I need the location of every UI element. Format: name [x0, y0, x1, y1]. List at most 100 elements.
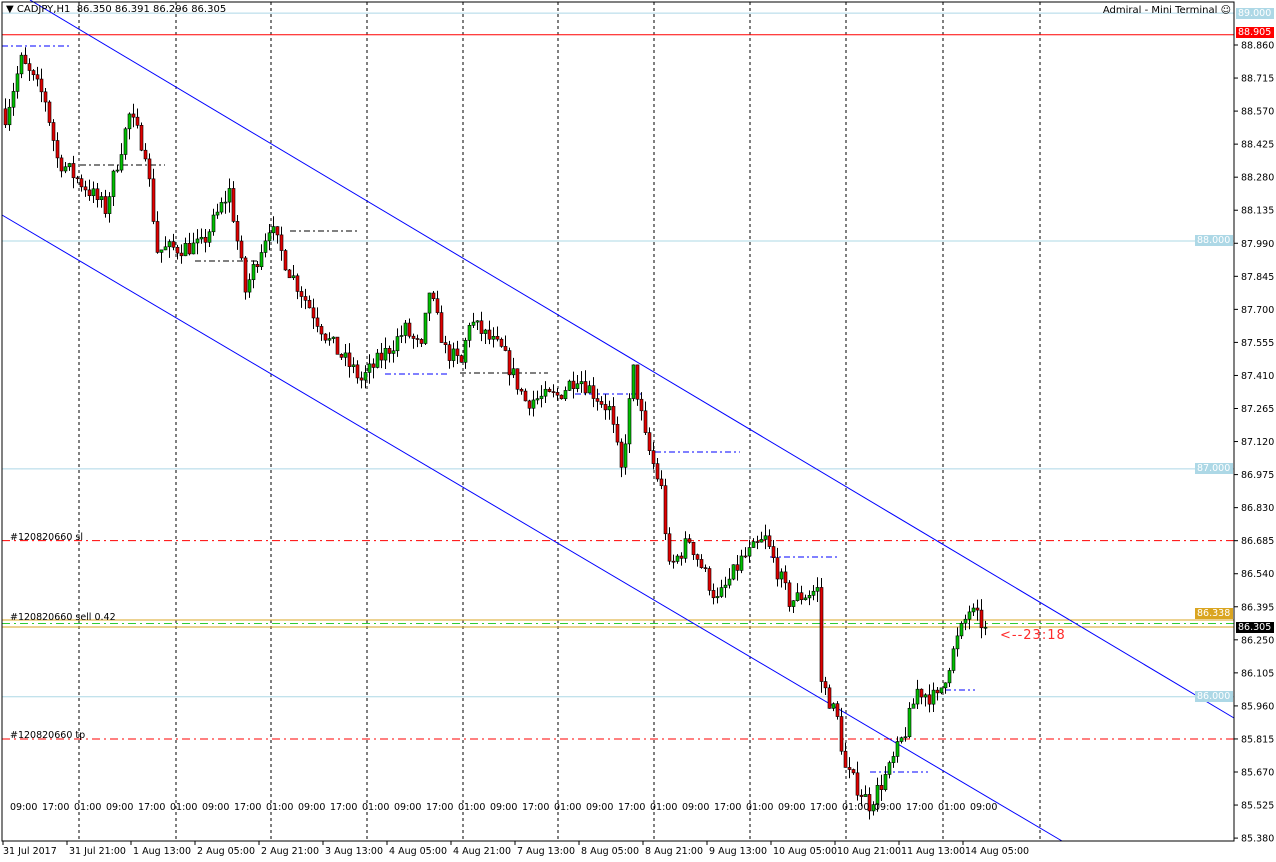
- candle-body: [515, 368, 520, 390]
- candle-body: [479, 320, 484, 334]
- candle-body: [551, 391, 556, 393]
- time-tick-label: 11 Aug 13:00: [901, 846, 965, 857]
- candle-body: [275, 226, 280, 236]
- candle-body: [543, 388, 548, 397]
- candle-body: [439, 312, 444, 343]
- time-tick-label: 2 Aug 05:00: [197, 846, 255, 857]
- candle-body: [687, 538, 692, 543]
- candle-body: [735, 564, 740, 571]
- candle-body: [787, 582, 792, 607]
- candle-body: [123, 128, 128, 155]
- symbol-label: CADJPY,H1: [16, 4, 71, 15]
- candle-body: [851, 769, 856, 774]
- price-tick-label: 87.990: [1241, 239, 1274, 250]
- channel-lower-line[interactable]: [1, 214, 1063, 842]
- candle-body: [211, 214, 216, 233]
- chart-header[interactable]: ▼ CADJPY,H1 86.350 86.391 86.296 86.305: [6, 4, 226, 15]
- candle-body: [51, 122, 56, 141]
- candle-body: [391, 350, 396, 354]
- price-axis[interactable]: 88.860 88.715 88.570 88.425 88.280 88.135 87.9…: [1234, 41, 1274, 845]
- candle-body: [83, 186, 88, 191]
- hour-label: 09:00: [874, 802, 901, 813]
- candle-body: [475, 320, 480, 323]
- candle-body: [643, 410, 648, 433]
- price-label-87000: 87.000: [1195, 463, 1233, 474]
- candle-body: [395, 336, 400, 352]
- candle-body: [99, 196, 104, 200]
- price-tick-label: 88.715: [1241, 74, 1274, 85]
- price-label-86000: 86.000: [1195, 691, 1233, 702]
- candle-body: [839, 716, 844, 752]
- candle-body: [415, 338, 420, 340]
- candle-body: [935, 689, 940, 694]
- candle-body: [751, 541, 756, 548]
- time-tick-label: 4 Aug 21:00: [453, 846, 511, 857]
- bid-price-label: 86.305: [1236, 622, 1274, 633]
- candle-body: [567, 380, 572, 391]
- candle-body: [635, 364, 640, 400]
- time-tick-label: 7 Aug 13:00: [517, 846, 575, 857]
- candle-body: [739, 555, 744, 571]
- candle-body: [571, 380, 576, 389]
- tp-order-label: #120820660 tp: [10, 730, 86, 741]
- candle-body: [507, 350, 512, 376]
- channel-upper-line[interactable]: [29, 0, 1235, 719]
- candle-body: [179, 252, 184, 257]
- candle-body: [279, 234, 284, 251]
- smiley-icon[interactable]: ☺: [1220, 5, 1231, 16]
- candle-body: [523, 390, 528, 402]
- candle-body: [327, 338, 332, 341]
- candle-body: [367, 363, 372, 373]
- ask-price-label: 86.338: [1195, 608, 1233, 619]
- candle-body: [267, 232, 272, 242]
- candle-body: [31, 70, 36, 76]
- candle-body: [363, 372, 368, 381]
- candle-body: [39, 78, 44, 93]
- time-axis[interactable]: 31 Jul 2017 31 Jul 21:00 1 Aug 13:00 2 Aug …: [2, 841, 1029, 857]
- candle-body: [491, 336, 496, 340]
- triangle-down-icon[interactable]: ▼: [6, 4, 17, 15]
- candle-body: [43, 91, 48, 103]
- candle-body: [639, 398, 644, 412]
- price-tick-label: 86.250: [1241, 635, 1274, 646]
- hour-label: 09:00: [970, 802, 997, 813]
- candle-body: [47, 101, 52, 123]
- candle-body: [291, 275, 296, 279]
- candle-body: [695, 554, 700, 560]
- price-levels: [2, 12, 1234, 740]
- price-tick-label: 87.700: [1241, 305, 1274, 316]
- hour-label: 09:00: [490, 802, 517, 813]
- candle-body: [807, 595, 812, 599]
- candle-body: [651, 450, 656, 464]
- time-tick-label: 1 Aug 13:00: [133, 846, 191, 857]
- candle-body: [979, 609, 984, 629]
- candle-body: [139, 125, 144, 151]
- candle-body: [195, 238, 200, 244]
- candle-body: [243, 257, 248, 293]
- candle-body: [711, 590, 716, 599]
- candle-body: [59, 157, 64, 172]
- candle-body: [203, 236, 208, 243]
- candle-body: [247, 279, 252, 293]
- hour-label: 17:00: [522, 802, 549, 813]
- candle-body: [743, 555, 748, 558]
- candle-body: [611, 406, 616, 425]
- candle-body: [295, 275, 300, 292]
- price-tick-label: 88.860: [1241, 41, 1274, 52]
- candle-body: [287, 269, 292, 279]
- brand-label: Admiral - Mini Terminal ☺: [1103, 5, 1231, 16]
- candle-body: [127, 113, 132, 130]
- trend-channel[interactable]: [1, 0, 1235, 842]
- candle-body: [399, 335, 404, 337]
- candle-body: [403, 322, 408, 336]
- candle-body: [675, 555, 680, 562]
- candle-body: [915, 688, 920, 705]
- time-tick-label: 4 Aug 05:00: [389, 846, 447, 857]
- candle-body: [467, 325, 472, 341]
- candle-body: [747, 547, 752, 557]
- candle-body: [87, 189, 92, 197]
- candle-body: [775, 557, 780, 580]
- candle-body: [867, 794, 872, 812]
- hour-label: 17:00: [810, 802, 837, 813]
